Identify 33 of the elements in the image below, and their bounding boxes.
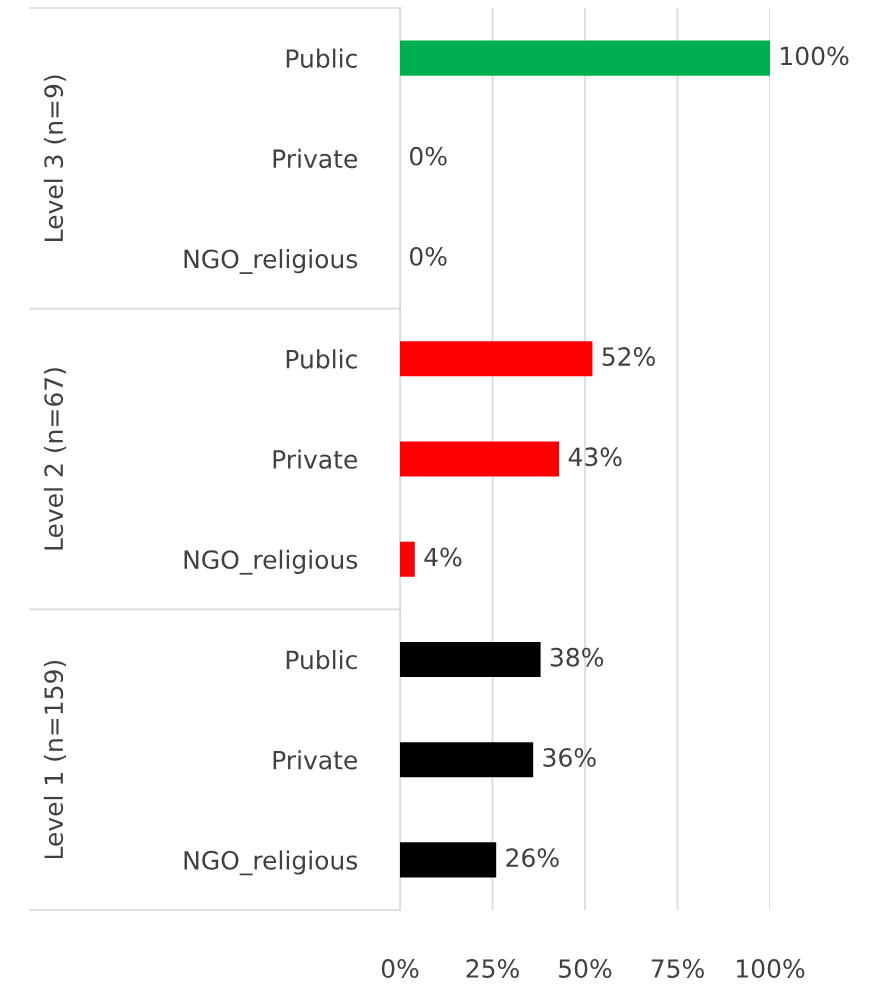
y-tick-label: NGO_religious [184, 249, 358, 274]
data-label: 43% [568, 447, 622, 467]
y-tick-label: Private [273, 148, 357, 169]
bar [400, 742, 534, 778]
y-tick-label: Public [286, 48, 357, 68]
y-tick-label: Public [286, 349, 357, 369]
y-tick-label: NGO_religious [184, 549, 358, 575]
y-tick-label: NGO_religious [184, 850, 358, 876]
text: Level 2 (n=67) [43, 368, 67, 550]
data-label: 38% [550, 647, 604, 667]
y-tick-label: Public [286, 649, 357, 670]
bar [400, 842, 497, 878]
bar [400, 541, 415, 577]
data-label: 52% [602, 347, 655, 367]
data-label: 4% [424, 547, 462, 567]
x-tick-label: 50% [559, 959, 612, 978]
bar [400, 441, 560, 477]
x-tick-label: 75% [651, 959, 704, 978]
x-tick-label: 100% [737, 959, 805, 978]
bar [400, 40, 770, 76]
text: Level 1 (n=159) [43, 660, 67, 859]
data-label: 36% [543, 748, 596, 767]
y-tick-label: Private [273, 750, 357, 770]
bar [400, 341, 593, 377]
x-tick-label: 0% [381, 959, 419, 978]
bar [400, 641, 541, 677]
x-tick-label: 25% [466, 959, 519, 978]
text: Level 3 (n=9) [43, 75, 67, 241]
data-label: 100% [781, 46, 849, 66]
data-label: 26% [506, 848, 559, 868]
data-label: 0% [409, 146, 447, 166]
y-tick-label: Private [273, 449, 357, 469]
data-label: 0% [409, 246, 447, 266]
